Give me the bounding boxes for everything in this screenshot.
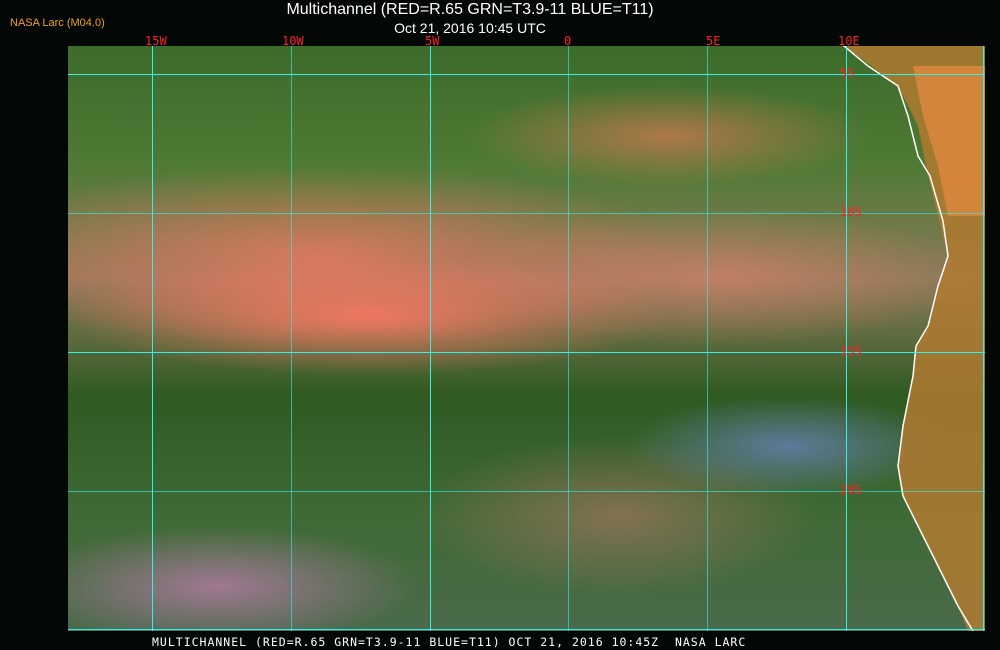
latitude-line [68, 352, 985, 353]
lon-label: 5W [425, 34, 440, 48]
image-title: Multichannel (RED=R.65 GRN=T3.9-11 BLUE=… [286, 1, 654, 18]
lat-label: 20S [840, 483, 862, 497]
lon-label: 10E [838, 34, 860, 48]
longitude-line [846, 46, 847, 631]
longitude-line [152, 46, 153, 631]
map-border [983, 46, 984, 631]
satellite-image: 5S 10S 15S 20S [68, 46, 985, 631]
latitude-line [68, 491, 985, 492]
land-mass [842, 46, 985, 631]
footer-caption: MULTICHANNEL (RED=R.65 GRN=T3.9-11 BLUE=… [152, 635, 747, 649]
coastline [842, 46, 974, 631]
lon-label: 15W [145, 34, 167, 48]
brand-label: NASA Larc (M04.0) [10, 17, 105, 29]
map-border [68, 629, 985, 630]
lon-label: 5E [706, 34, 721, 48]
longitude-line [291, 46, 292, 631]
latitude-line [68, 213, 985, 214]
lat-label: 5S [840, 66, 855, 80]
latitude-line [68, 74, 985, 75]
longitude-line [430, 46, 431, 631]
lon-label: 10W [282, 34, 304, 48]
lon-label: 0 [564, 34, 572, 48]
longitude-line [707, 46, 708, 631]
lat-label: 10S [840, 205, 862, 219]
longitude-line [568, 46, 569, 631]
image-datetime: Oct 21, 2016 10:45 UTC [394, 20, 546, 36]
lat-label: 15S [840, 344, 862, 358]
